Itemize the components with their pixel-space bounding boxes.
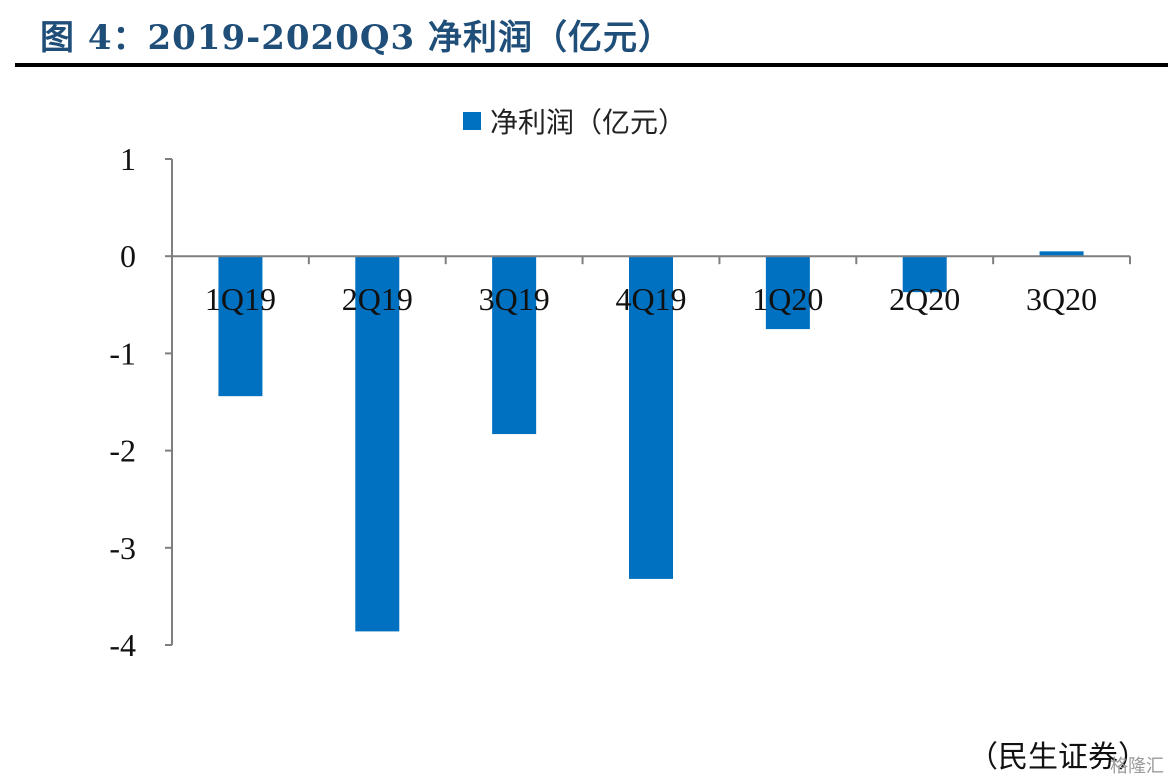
legend-label: 净利润（亿元） <box>490 106 686 139</box>
source-note: （民生证券） <box>968 740 1148 775</box>
x-tick-label: 3Q20 <box>1026 281 1097 317</box>
bar-1Q19 <box>218 256 263 397</box>
y-tick-label: -2 <box>109 433 136 469</box>
bar-2Q19 <box>355 256 400 632</box>
y-tick-label: -4 <box>109 627 136 663</box>
x-tick-label: 2Q19 <box>342 281 413 317</box>
y-tick-labels: 1 0 -1 -2 -3 -4 <box>109 141 136 663</box>
chart-axes <box>165 158 1131 646</box>
title-divider <box>15 63 1168 67</box>
bar-3Q20 <box>1039 251 1084 257</box>
y-tick-label: -3 <box>109 530 136 566</box>
watermark: 格隆汇 <box>1110 756 1164 777</box>
bar-1Q20 <box>765 256 810 330</box>
bar-group <box>218 251 1084 632</box>
x-tick-label: 1Q19 <box>205 281 276 317</box>
x-tick-label: 3Q19 <box>479 281 550 317</box>
y-tick-label: 0 <box>120 238 136 274</box>
bar-4Q19 <box>629 256 673 579</box>
chart-legend: 净利润（亿元） <box>463 106 686 139</box>
x-tick-labels: 1Q19 2Q19 3Q19 4Q19 1Q20 2Q20 3Q20 <box>205 281 1097 317</box>
x-tick-label: 2Q20 <box>889 281 960 317</box>
page-title: 图 4：2019-2020Q3 净利润（亿元） <box>40 18 673 58</box>
y-tick-label: 1 <box>120 141 136 177</box>
x-tick-label: 1Q20 <box>752 281 823 317</box>
legend-swatch <box>463 112 481 130</box>
y-tick-label: -1 <box>109 335 136 371</box>
bar-3Q19 <box>492 256 537 435</box>
bar-2Q20 <box>902 256 947 293</box>
x-tick-label: 4Q19 <box>615 281 686 317</box>
